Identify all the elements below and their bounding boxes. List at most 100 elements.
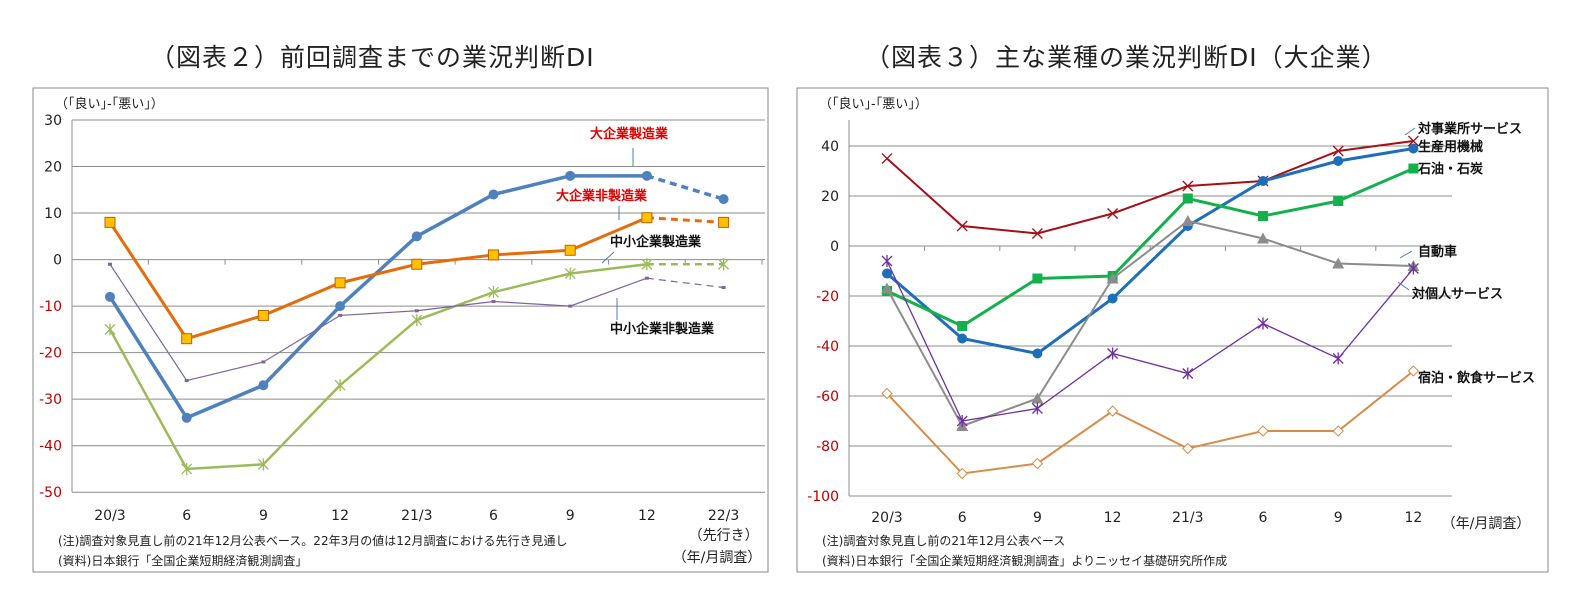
data-point [1407, 365, 1420, 377]
data-point [488, 189, 499, 200]
data-point [564, 267, 576, 280]
data-point [1332, 145, 1344, 157]
data-point [1258, 211, 1268, 221]
series-対個人サービス [881, 255, 1419, 427]
data-point [335, 301, 346, 312]
data-point [334, 277, 346, 289]
y-tick-label: 0 [830, 239, 839, 255]
y-tick-label: -20 [816, 289, 839, 305]
data-point [565, 170, 576, 181]
data-point [1332, 352, 1344, 365]
data-point [488, 286, 499, 299]
data-point [257, 309, 269, 321]
x-axis-label: （年/月調査） [673, 550, 762, 566]
y-tick-label: -40 [816, 339, 839, 355]
data-point [104, 323, 116, 336]
data-point [641, 258, 653, 271]
data-point [411, 314, 423, 327]
data-point [881, 153, 893, 164]
y-tick-label: 20 [821, 189, 839, 205]
x-tick-label: 20/3 [94, 508, 125, 524]
y-tick-label: -10 [39, 299, 62, 315]
data-point [181, 412, 192, 423]
data-point [564, 244, 576, 256]
forecast-line [646, 277, 724, 289]
x-tick-label: 20/3 [871, 510, 902, 526]
series-label: 大企業非製造業 [556, 188, 648, 204]
data-point [1031, 228, 1043, 239]
y-tick-label: -80 [816, 439, 839, 455]
data-point [1032, 273, 1043, 284]
data-point [718, 194, 729, 205]
data-point [1032, 348, 1043, 359]
data-point [1031, 392, 1044, 404]
y-tick-label: -60 [816, 389, 839, 405]
data-point [184, 379, 189, 383]
source-note: (資料)日本銀行「全国企業短期経済観測調査」 [58, 553, 307, 568]
forecast-line [646, 216, 724, 224]
data-point [956, 415, 968, 427]
source-note: (資料)日本銀行「全国企業短期経済観測調査」よりニッセイ基礎研究所作成 [822, 553, 1227, 568]
data-point [718, 258, 730, 271]
data-point [1257, 425, 1269, 437]
series-label: 石油・石炭 [1417, 161, 1483, 177]
y-tick-label: 30 [44, 113, 62, 129]
data-point [1106, 272, 1119, 284]
data-point [261, 360, 266, 364]
chart-frame-0 [32, 87, 769, 573]
data-point [411, 258, 423, 270]
data-point [104, 216, 116, 228]
x-tick-label: 6 [182, 508, 191, 524]
x-tick-label: 9 [1033, 510, 1042, 526]
data-point [957, 321, 968, 331]
series-label: 中小企業製造業 [610, 234, 702, 250]
series-宿泊・飲食サービス [881, 365, 1420, 480]
data-point [881, 387, 893, 400]
data-point [181, 462, 193, 475]
y-axis-label: （｢良い｣-｢悪い｣） [819, 96, 928, 112]
y-tick-label: 40 [821, 139, 839, 155]
data-point [258, 380, 269, 391]
series-label: 対個人サービス [1411, 286, 1503, 302]
series-line [886, 140, 1414, 235]
data-point [1257, 317, 1269, 330]
series-label: 宿泊・飲食サービス [1418, 370, 1535, 386]
data-point [882, 268, 892, 279]
series-大企業非製造業 [104, 212, 730, 345]
data-point [718, 216, 730, 228]
series-label: 自動車 [1418, 244, 1457, 260]
series-line [108, 174, 647, 420]
data-point [1407, 262, 1419, 275]
data-point [956, 220, 968, 232]
series-line [886, 147, 1414, 356]
y-tick-label: -50 [39, 485, 62, 501]
data-point [1332, 425, 1344, 437]
data-point [411, 231, 422, 242]
series-label: 対事業所サービス [1417, 121, 1522, 137]
series-大企業製造業 [105, 170, 729, 423]
data-point [881, 255, 893, 267]
y-tick-label: 0 [53, 253, 62, 269]
x-tick-label: 9 [1334, 510, 1343, 526]
data-point [1257, 232, 1269, 244]
series-line [886, 370, 1415, 475]
data-point [257, 458, 269, 471]
series-line [108, 216, 648, 341]
data-point [641, 212, 653, 224]
data-point [1107, 293, 1118, 304]
series-中小企業製造業 [104, 258, 730, 475]
data-point [1182, 193, 1193, 204]
data-point [1408, 163, 1419, 174]
data-point [334, 379, 346, 392]
data-point [1106, 405, 1119, 417]
x-tick-label: 9 [259, 508, 268, 524]
y-tick-label: -30 [39, 392, 62, 408]
data-point [1408, 143, 1419, 154]
x-tick-label: 12 [638, 508, 656, 524]
data-point [1031, 402, 1043, 415]
data-point [105, 291, 115, 302]
data-point [1333, 156, 1344, 166]
series-中小企業非製造業 [108, 262, 726, 383]
x-tick-label: 22/3 [708, 508, 739, 524]
data-point [338, 313, 343, 317]
